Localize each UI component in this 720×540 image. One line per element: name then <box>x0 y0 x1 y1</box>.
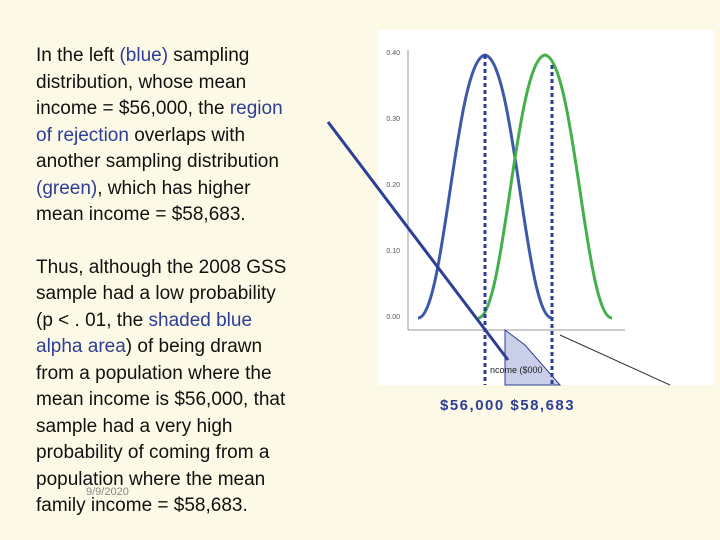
text-line: (p < . 01, the shaded blue <box>36 309 252 333</box>
highlight: alpha area <box>36 336 126 357</box>
text-run: mean income is $56,000, that <box>36 389 286 410</box>
text-line: another sampling distribution <box>36 150 279 174</box>
text-line: sample had a very high <box>36 415 232 439</box>
text-line: sample had a low probability <box>36 282 276 306</box>
text-line: (green), which has higher <box>36 177 250 201</box>
text-run: probability of coming from a <box>36 442 270 463</box>
text-line: distribution, whose mean <box>36 71 246 95</box>
text-run: from a population where the <box>36 362 272 384</box>
text-run: family income = $58,683. <box>36 495 248 516</box>
text-run: ) of being drawn <box>125 336 263 357</box>
highlight: region <box>229 98 283 119</box>
text-run: In the left <box>36 45 120 66</box>
text-run: (p < . 01, the <box>36 309 149 331</box>
shaded-area <box>504 329 562 386</box>
y-label: 0.10 <box>386 248 400 255</box>
text-run: mean income = $58,683. <box>36 204 246 225</box>
text-run: sampling <box>168 45 250 66</box>
figure-bg <box>378 30 714 385</box>
text-run: another sampling distribution <box>36 151 279 172</box>
text-line: mean income = $58,683. <box>36 203 246 227</box>
text-line: Thus, although the 2008 GSS <box>36 256 286 280</box>
y-label: 0.20 <box>386 182 400 189</box>
date: 9/9/2020 <box>86 486 129 498</box>
text-line: probability of coming from a <box>36 441 269 465</box>
arrow <box>326 121 510 361</box>
text-line: population where the mean <box>36 468 265 492</box>
text-line: family income = $58,683. <box>36 494 248 518</box>
text-line: from a population where the <box>36 362 272 386</box>
green-curve <box>477 53 613 320</box>
text-line: alpha area) of being drawn <box>36 335 262 359</box>
highlight: (green) <box>36 177 98 199</box>
caption: $56,000 $58,683 <box>440 397 575 414</box>
text-line: of rejection overlaps with <box>36 124 245 148</box>
axis-label: ncome ($000 <box>490 365 543 375</box>
text-run: sample had a very high <box>36 415 233 437</box>
y-label: 0.30 <box>386 116 400 123</box>
highlight: of rejection <box>36 124 129 146</box>
highlight: (blue) <box>119 45 169 66</box>
highlight: shaded blue <box>148 309 253 331</box>
pointer-line <box>559 334 671 386</box>
text-line: income = $56,000, the region <box>36 97 283 121</box>
text-run: distribution, whose mean <box>36 71 247 93</box>
text-run: overlaps with <box>128 124 246 146</box>
y-label: 0.40 <box>386 50 400 57</box>
text-run: income = $56,000, the <box>36 98 230 119</box>
text-run: Thus, although the 2008 GSS <box>36 256 287 278</box>
text-line: In the left (blue) sampling <box>36 44 249 68</box>
text-line: mean income is $56,000, that <box>36 388 285 412</box>
text-run: population where the mean <box>36 468 266 490</box>
text-run: , which has higher <box>97 177 251 199</box>
text-run: sample had a low probability <box>36 283 276 304</box>
y-label: 0.00 <box>386 314 400 321</box>
